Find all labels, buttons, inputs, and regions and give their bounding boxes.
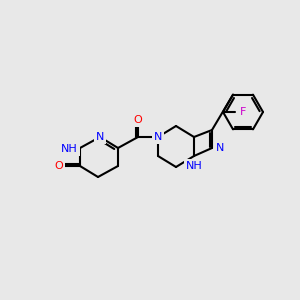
Text: N: N — [96, 132, 104, 142]
Text: F: F — [240, 107, 246, 117]
Text: O: O — [55, 161, 63, 171]
Text: O: O — [134, 115, 142, 125]
Text: N: N — [216, 143, 224, 153]
Text: N: N — [154, 132, 162, 142]
Text: NH: NH — [61, 144, 78, 154]
Text: NH: NH — [186, 161, 202, 171]
